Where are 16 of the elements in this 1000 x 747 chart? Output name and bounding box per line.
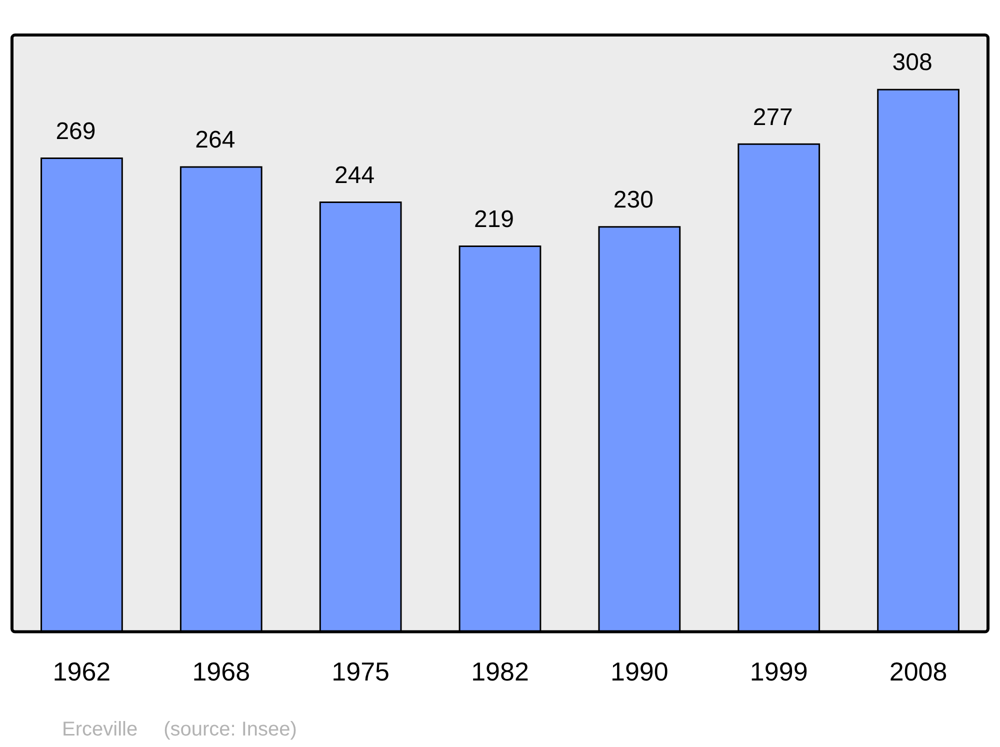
data-label: 244 xyxy=(334,162,375,189)
x-tick-label: 1999 xyxy=(750,656,808,687)
x-tick-label: 1982 xyxy=(471,656,529,687)
x-tick-label: 1962 xyxy=(52,656,111,687)
data-label: 277 xyxy=(752,104,793,131)
data-label: 308 xyxy=(892,49,932,76)
x-tick-label: 2008 xyxy=(889,656,948,687)
text: (source: Insee) xyxy=(164,718,297,741)
x-tick-label: 1975 xyxy=(332,656,390,687)
data-label: 219 xyxy=(474,206,514,233)
text: Erceville xyxy=(62,718,138,741)
data-label: 264 xyxy=(195,126,236,154)
x-tick-label: 1990 xyxy=(610,656,668,687)
data-label: 230 xyxy=(613,186,654,214)
data-label: 269 xyxy=(56,118,96,145)
x-tick-label: 1968 xyxy=(192,656,250,687)
